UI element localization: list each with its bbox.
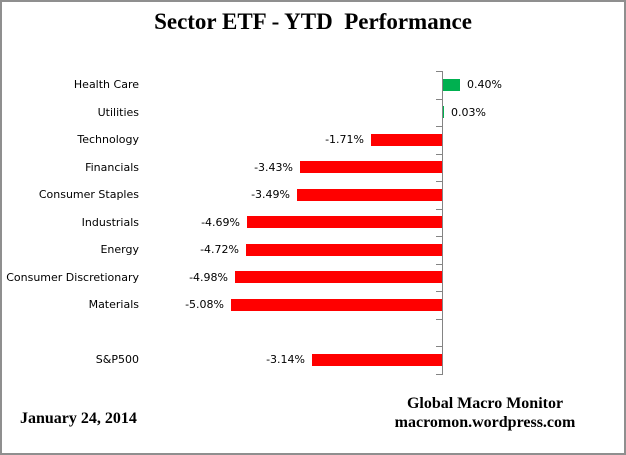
chart-title: Sector ETF - YTD Performance — [154, 9, 472, 34]
value-label: -3.14% — [266, 353, 305, 366]
category-label: Materials — [88, 298, 139, 311]
axis-tick — [436, 153, 442, 155]
category-label: Consumer Discretionary — [6, 270, 139, 284]
bar-materials — [231, 298, 442, 311]
bar-s-p500 — [312, 353, 442, 366]
category-label: Health Care — [73, 78, 139, 91]
value-label: 0.03% — [451, 105, 486, 119]
attribution-url: macromon.wordpress.com — [394, 414, 576, 431]
axis-tick — [436, 181, 442, 182]
value-label: -3.49% — [251, 188, 290, 201]
category-label: Technology — [77, 133, 139, 146]
axis-tick — [436, 346, 442, 347]
axis-tick — [436, 236, 442, 237]
value-label: -4.69% — [201, 215, 240, 229]
value-label: -4.98% — [189, 270, 228, 284]
axis-tick — [436, 126, 442, 127]
category-label: Industrials — [81, 215, 139, 229]
bar-industrials — [247, 216, 442, 229]
axis-tick — [436, 318, 442, 320]
attribution-title: Global Macro Monitor — [406, 395, 564, 412]
value-label: -5.08% — [185, 298, 224, 311]
value-label: -3.43% — [254, 160, 293, 174]
value-label: 0.40% — [467, 78, 502, 91]
category-label: Consumer Staples — [38, 188, 139, 201]
zero-axis-line — [442, 71, 443, 375]
value-label: -4.72% — [200, 243, 239, 256]
axis-tick — [436, 71, 442, 72]
category-label — [0, 319, 139, 347]
category-label: S&P500 — [95, 353, 139, 366]
bar-technology — [371, 133, 442, 146]
category-label: Financials — [85, 160, 139, 174]
category-label: Energy — [100, 243, 139, 256]
category-label: Utilities — [97, 105, 139, 119]
bar-health-care — [443, 78, 460, 91]
axis-tick — [436, 373, 442, 375]
axis-tick — [436, 208, 442, 210]
attribution-block: Global Macro Monitor macromon.wordpress.… — [385, 394, 585, 432]
bar-consumer-discretionary — [235, 271, 442, 284]
axis-tick — [436, 263, 442, 265]
axis-tick — [436, 291, 442, 292]
footer-date: January 24, 2014 — [20, 410, 137, 427]
bar-energy — [246, 243, 442, 256]
bar-financials — [300, 161, 442, 174]
bar-consumer-staples — [297, 188, 442, 201]
value-label: -1.71% — [325, 133, 364, 146]
bar-utilities — [443, 106, 444, 119]
axis-tick — [436, 98, 442, 100]
